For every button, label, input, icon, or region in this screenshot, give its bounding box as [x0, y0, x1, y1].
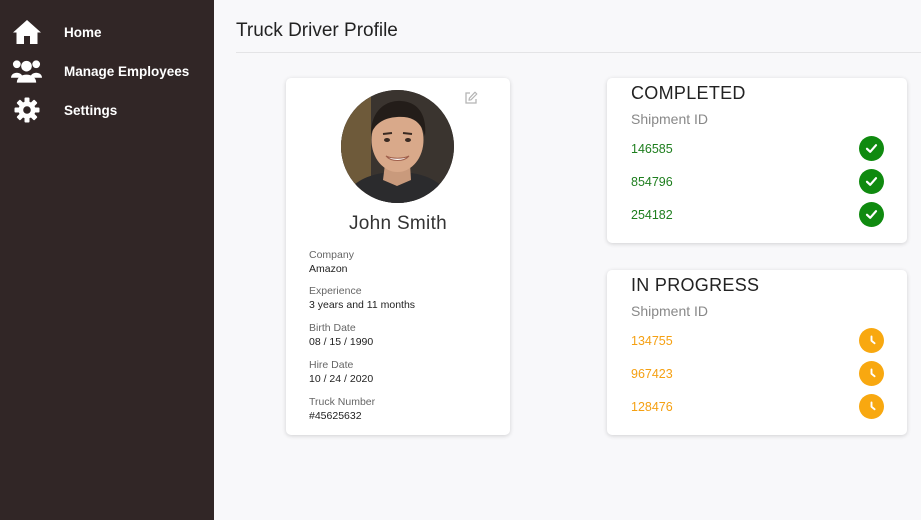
- field-value: 08 / 15 / 1990: [309, 336, 374, 348]
- shipment-row[interactable]: 146585: [607, 136, 907, 162]
- sidebar-item-settings[interactable]: Settings: [0, 92, 214, 128]
- field-experience: Experience 3 years and 11 months: [309, 285, 415, 312]
- avatar: [341, 90, 454, 203]
- shipment-id: 854796: [631, 175, 673, 189]
- status-title: COMPLETED: [631, 83, 746, 103]
- shipment-row[interactable]: 254182: [607, 202, 907, 228]
- sidebar-item-label: Home: [64, 24, 102, 40]
- sidebar-item-manage-employees[interactable]: Manage Employees: [0, 53, 214, 89]
- clock-icon: [859, 361, 884, 386]
- sidebar-item-label: Settings: [64, 102, 118, 118]
- field-label: Hire Date: [309, 359, 354, 371]
- shipment-id: 134755: [631, 334, 673, 348]
- shipment-id: 967423: [631, 367, 673, 381]
- field-label: Company: [309, 249, 354, 261]
- shipment-row[interactable]: 134755: [607, 328, 907, 354]
- status-subtitle: Shipment ID: [631, 303, 709, 319]
- field-truck-number: Truck Number #45625632: [309, 396, 375, 423]
- in-progress-card: IN PROGRESS Shipment ID 134755 967423 12…: [607, 270, 907, 435]
- field-hire-date: Hire Date 10 / 24 / 2020: [309, 359, 373, 386]
- field-company: Company Amazon: [309, 249, 354, 276]
- check-icon: [859, 136, 884, 161]
- shipment-id: 254182: [631, 208, 673, 222]
- users-icon: [11, 56, 42, 86]
- shipment-row[interactable]: 128476: [607, 394, 907, 420]
- profile-card: John Smith Company Amazon Experience 3 y…: [286, 78, 510, 435]
- status-subtitle: Shipment ID: [631, 111, 709, 127]
- field-birth-date: Birth Date 08 / 15 / 1990: [309, 322, 373, 349]
- field-value: 3 years and 11 months: [309, 299, 416, 311]
- shipment-id: 128476: [631, 400, 673, 414]
- status-title: IN PROGRESS: [631, 275, 760, 295]
- field-value: #45625632: [309, 410, 362, 422]
- check-icon: [859, 202, 884, 227]
- field-label: Experience: [309, 285, 362, 297]
- divider: [236, 52, 921, 53]
- clock-icon: [859, 394, 884, 419]
- main-content: Truck Driver Profile Joh: [214, 0, 921, 520]
- field-value: Amazon: [309, 263, 348, 275]
- sidebar: Home Manage Employees: [0, 0, 214, 520]
- shipment-row[interactable]: 967423: [607, 361, 907, 387]
- gear-icon: [11, 95, 42, 125]
- shipment-id: 146585: [631, 142, 673, 156]
- sidebar-item-label: Manage Employees: [64, 63, 190, 79]
- clock-icon: [859, 328, 884, 353]
- home-icon: [11, 17, 42, 47]
- field-value: 10 / 24 / 2020: [309, 373, 374, 385]
- field-label: Truck Number: [309, 396, 376, 408]
- shipment-row[interactable]: 854796: [607, 169, 907, 195]
- edit-icon[interactable]: [464, 91, 478, 105]
- sidebar-item-home[interactable]: Home: [0, 14, 214, 50]
- check-icon: [859, 169, 884, 194]
- field-label: Birth Date: [309, 322, 356, 334]
- page-title: Truck Driver Profile: [236, 20, 398, 41]
- profile-name: John Smith: [348, 213, 448, 234]
- completed-card: COMPLETED Shipment ID 146585 854796 2541…: [607, 78, 907, 243]
